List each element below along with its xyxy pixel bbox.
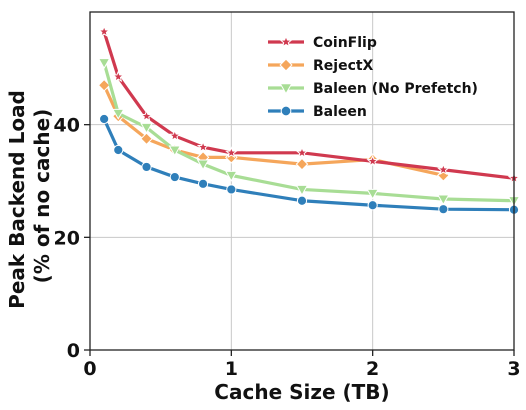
- data-point: [140, 122, 153, 134]
- series-rejectx: [97, 78, 450, 182]
- data-point: [112, 70, 125, 83]
- data-point: [437, 163, 450, 176]
- data-point: [169, 171, 180, 183]
- legend-item: CoinFlip: [268, 35, 377, 51]
- data-point: [295, 184, 309, 196]
- legend-label: RejectX: [313, 58, 374, 74]
- x-tick-label: 3: [507, 358, 520, 380]
- series-baleen-no-prefetch: [97, 58, 521, 208]
- plot-frame: [89, 11, 515, 351]
- series-line: [102, 61, 516, 203]
- grid: [89, 12, 515, 351]
- data-point: [140, 109, 153, 122]
- data-point: [168, 129, 182, 142]
- x-axis-title: Cache Size (TB): [214, 380, 389, 404]
- y-axis-title-line-1: Peak Backend Load: [5, 90, 29, 309]
- data-point: [438, 204, 449, 215]
- data-point: [99, 113, 110, 125]
- data-point: [226, 184, 237, 195]
- y-tick-label: 20: [54, 227, 80, 249]
- legend-label: CoinFlip: [313, 35, 377, 51]
- data-point: [97, 78, 111, 92]
- legend-marker: [279, 58, 293, 72]
- series-line: [102, 30, 516, 180]
- legend-marker: [280, 105, 292, 117]
- series-line: [102, 83, 445, 177]
- series-lines: [97, 25, 521, 215]
- data-point: [168, 145, 182, 157]
- data-point: [225, 170, 238, 182]
- legend: CoinFlip RejectX Baleen (No Prefetch) Balee…: [268, 35, 478, 120]
- series-line: [102, 117, 516, 212]
- data-point: [367, 200, 378, 211]
- data-point: [366, 154, 379, 167]
- legend-item: Baleen: [268, 104, 367, 120]
- series-baleen: [99, 113, 520, 215]
- legend-item: RejectX: [268, 58, 374, 74]
- y-tick-label: 40: [54, 115, 80, 137]
- series-coinflip: [97, 25, 521, 184]
- y-axis-title: Peak Backend Load (% of no cache): [5, 83, 54, 309]
- data-point: [295, 146, 309, 159]
- legend-marker: [279, 83, 293, 95]
- data-point: [140, 132, 153, 146]
- axis-ticks: 0 1 2 3 0 20 40: [54, 115, 521, 380]
- data-point: [141, 161, 152, 173]
- data-point: [295, 157, 309, 171]
- data-point: [197, 178, 209, 189]
- legend-label: Baleen (No Prefetch): [313, 81, 478, 97]
- y-axis-title-line-2: (% of no cache): [30, 109, 54, 284]
- data-point: [225, 146, 238, 159]
- data-point: [437, 194, 450, 206]
- data-point: [196, 159, 210, 171]
- legend-marker: [279, 35, 293, 48]
- data-point: [366, 188, 379, 200]
- legend-label: Baleen: [313, 104, 367, 120]
- x-tick-label: 0: [83, 358, 96, 380]
- data-point: [112, 108, 125, 120]
- data-point: [196, 140, 210, 153]
- x-tick-label: 1: [225, 358, 238, 380]
- data-point: [97, 25, 111, 37]
- legend-item: Baleen (No Prefetch): [268, 81, 478, 97]
- x-tick-label: 2: [366, 358, 379, 380]
- data-point: [113, 144, 124, 156]
- y-tick-label: 0: [67, 340, 80, 362]
- data-point: [296, 195, 308, 206]
- data-point: [97, 58, 111, 70]
